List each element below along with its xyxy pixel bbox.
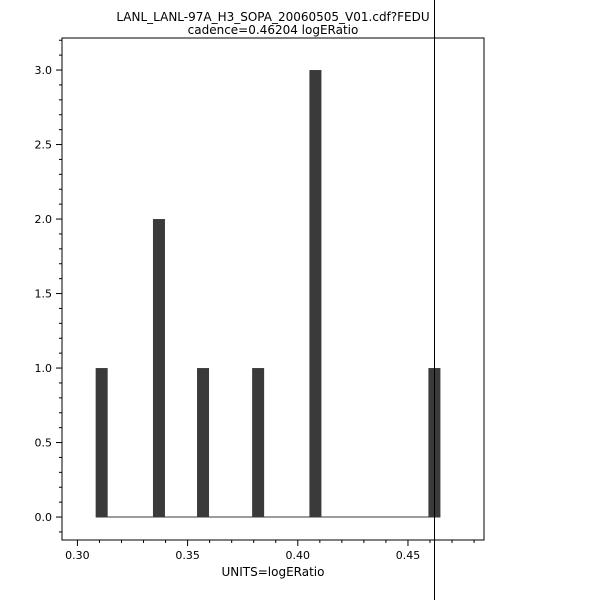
axes-group: 0.0 0.5 1.0 1.5 2.0 2.5 3.0 0.30 0.35 0.40 0.45: [35, 39, 475, 562]
x-axis-label: UNITS=logERatio: [221, 565, 325, 579]
y-tick-label: 1.5: [35, 288, 53, 301]
y-tick-label: 1.0: [35, 362, 53, 375]
y-tick-label: 3.0: [35, 64, 53, 77]
chart-title: LANL_LANL-97A_H3_SOPA_20060505_V01.cdf?F…: [116, 10, 430, 24]
bar: [197, 368, 210, 518]
x-tick-label: 0.45: [396, 549, 421, 562]
bar: [95, 368, 108, 518]
x-tick-label: 0.40: [286, 549, 311, 562]
y-tick-label: 0.5: [35, 437, 53, 450]
bar: [309, 70, 322, 518]
x-tick-label: 0.30: [65, 549, 90, 562]
bar: [152, 219, 165, 518]
x-tick-label: 0.35: [175, 549, 200, 562]
bars-group: [95, 70, 441, 518]
y-tick-label: 2.5: [35, 139, 53, 152]
plot-frame: [61, 37, 485, 541]
chart-subtitle: cadence=0.46204 logERatio: [187, 23, 359, 37]
bar: [252, 368, 265, 518]
y-tick-label: 2.0: [35, 213, 53, 226]
y-tick-label: 0.0: [35, 511, 53, 524]
